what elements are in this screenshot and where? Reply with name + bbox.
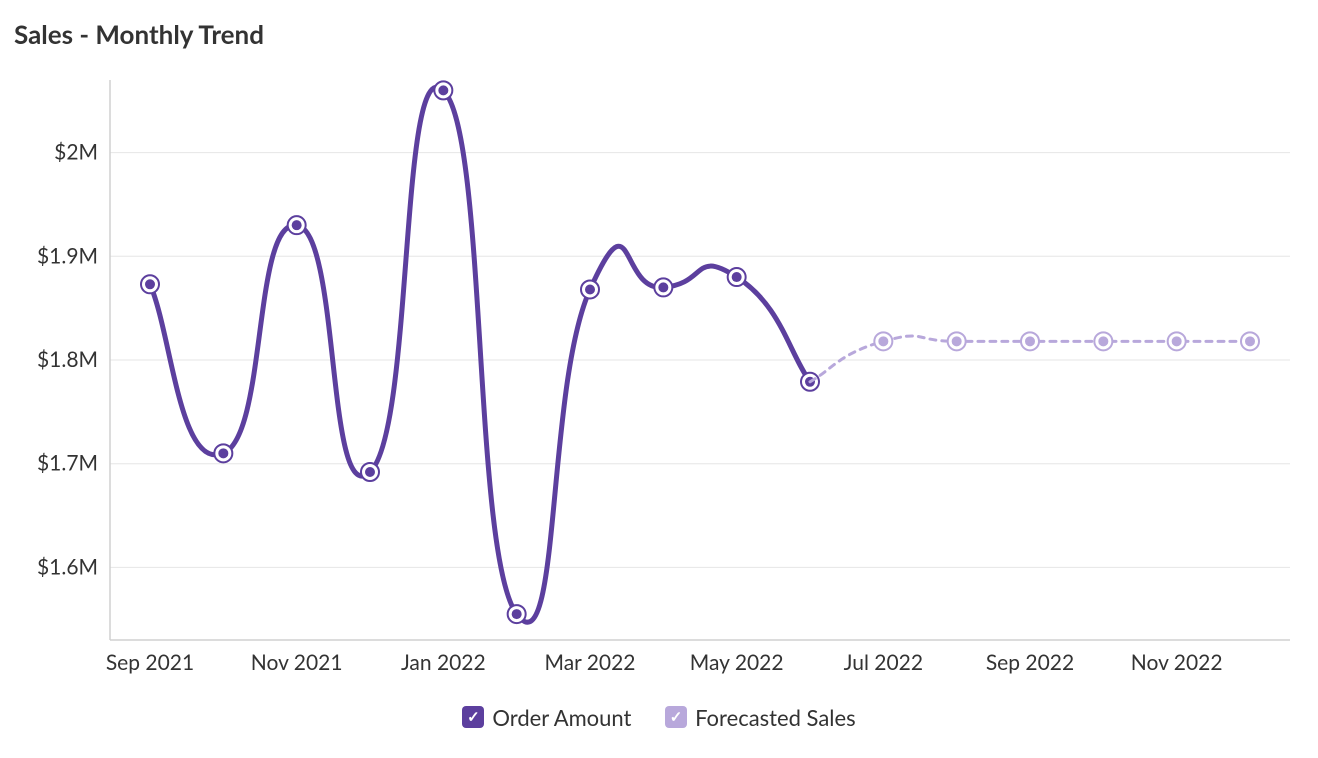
data-point[interactable] — [1098, 336, 1108, 346]
legend-checkbox-order-amount[interactable]: ✓ — [462, 706, 484, 728]
data-point[interactable] — [365, 467, 375, 477]
data-point[interactable] — [1245, 336, 1255, 346]
data-point[interactable] — [292, 220, 302, 230]
data-point[interactable] — [1172, 336, 1182, 346]
x-tick-label: Mar 2022 — [545, 650, 636, 675]
x-tick-label: Jul 2022 — [844, 650, 923, 675]
y-tick-label: $1.6M — [37, 554, 98, 579]
x-tick-label: Nov 2021 — [251, 650, 343, 675]
data-point[interactable] — [145, 279, 155, 289]
y-tick-label: $1.8M — [37, 347, 98, 372]
x-tick-label: Jan 2022 — [401, 650, 486, 675]
data-point[interactable] — [732, 272, 742, 282]
legend-label-forecasted-sales: Forecasted Sales — [695, 704, 856, 731]
y-tick-label: $2M — [54, 140, 98, 165]
chart-legend: ✓ Order Amount ✓ Forecasted Sales — [0, 700, 1318, 731]
y-tick-label: $1.7M — [37, 451, 98, 476]
sales-trend-card: Sales - Monthly Trend $1.6M$1.7M$1.8M$1.… — [0, 0, 1318, 758]
data-point[interactable] — [878, 336, 888, 346]
data-point[interactable] — [952, 336, 962, 346]
data-point[interactable] — [1025, 336, 1035, 346]
chart-area: $1.6M $1.7M $1.8M $1.9M $2M Sep 2021 Nov 2021 J… — [0, 70, 1318, 680]
x-tick-label: Sep 2022 — [986, 650, 1074, 675]
data-point[interactable] — [658, 282, 668, 292]
x-tick-label: May 2022 — [690, 650, 784, 675]
legend-item-order-amount[interactable]: ✓ Order Amount — [462, 704, 631, 731]
data-point[interactable] — [512, 609, 522, 619]
legend-label-order-amount: Order Amount — [492, 704, 631, 731]
data-point[interactable] — [585, 284, 595, 294]
data-point[interactable] — [438, 85, 448, 95]
data-point[interactable] — [218, 448, 228, 458]
x-tick-label: Nov 2022 — [1131, 650, 1223, 675]
series-line — [150, 87, 810, 622]
legend-item-forecasted-sales[interactable]: ✓ Forecasted Sales — [665, 704, 856, 731]
chart-title: Sales - Monthly Trend — [14, 18, 264, 50]
legend-checkbox-forecasted-sales[interactable]: ✓ — [665, 706, 687, 728]
x-tick-label: Sep 2021 — [106, 650, 194, 675]
y-tick-label: $1.9M — [37, 243, 98, 268]
sales-line-chart: $1.6M $1.7M $1.8M $1.9M $2M Sep 2021 Nov 2021 J… — [0, 70, 1318, 680]
